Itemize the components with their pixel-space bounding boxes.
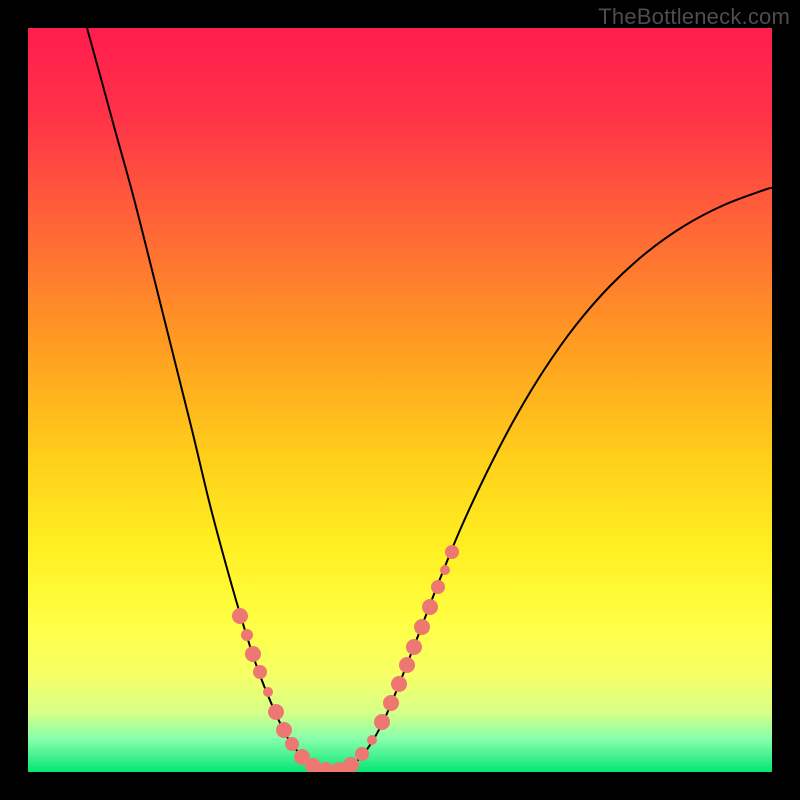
- curve-left-branch: [87, 28, 332, 771]
- curve-layer: [28, 28, 772, 772]
- data-marker: [431, 580, 445, 594]
- data-marker: [241, 629, 253, 641]
- data-marker: [422, 599, 438, 615]
- data-marker: [391, 676, 407, 692]
- data-markers: [232, 545, 459, 772]
- data-marker: [414, 619, 430, 635]
- data-marker: [253, 665, 267, 679]
- data-marker: [406, 639, 422, 655]
- data-marker: [383, 695, 399, 711]
- data-marker: [285, 737, 299, 751]
- watermark-text: TheBottleneck.com: [598, 4, 790, 30]
- data-marker: [445, 545, 459, 559]
- plot-area: [28, 28, 772, 772]
- data-marker: [276, 722, 292, 738]
- data-marker: [268, 704, 284, 720]
- data-marker: [440, 565, 450, 575]
- data-marker: [343, 757, 359, 772]
- data-marker: [232, 608, 248, 624]
- data-marker: [367, 735, 377, 745]
- data-marker: [374, 714, 390, 730]
- chart-container: TheBottleneck.com: [0, 0, 800, 800]
- data-marker: [399, 657, 415, 673]
- data-marker: [245, 646, 261, 662]
- data-marker: [355, 747, 369, 761]
- data-marker: [263, 687, 273, 697]
